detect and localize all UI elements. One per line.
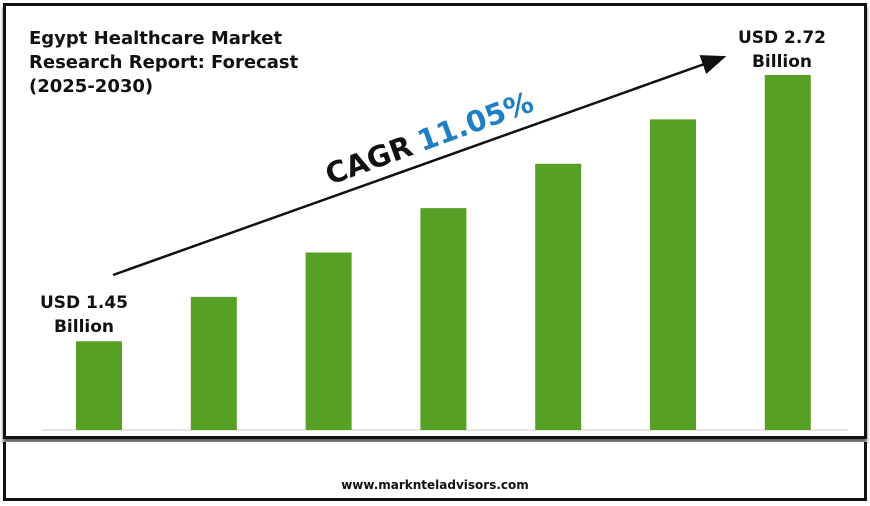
bar-2030 (764, 75, 811, 430)
bar-2027 (420, 208, 467, 430)
bar-2025 (190, 296, 237, 430)
cagr-value: 11.05% (413, 85, 538, 158)
cagr-prefix: CAGR (321, 129, 417, 192)
start-value-label-line2: Billion (54, 317, 114, 337)
start-value-label-line1: USD 1.45 (40, 293, 128, 313)
cagr-label: CAGR11.05% (321, 85, 538, 192)
bar-2026 (305, 252, 352, 430)
end-value-label-line2: Billion (752, 52, 812, 72)
bar-2028 (535, 163, 582, 430)
bar-chart: 2024202520262027202820292030 CAGR11.05% … (40, 28, 848, 456)
chart-title: Egypt Healthcare Market Research Report:… (29, 28, 299, 97)
website-link[interactable]: www.marknteladvisors.com (341, 478, 529, 492)
bar-2024 (76, 341, 122, 430)
end-value-label-line1: USD 2.72 (738, 28, 826, 48)
bar-2029 (650, 119, 696, 430)
trend-arrow (112, 55, 727, 277)
footer: www.marknteladvisors.com (3, 442, 867, 501)
